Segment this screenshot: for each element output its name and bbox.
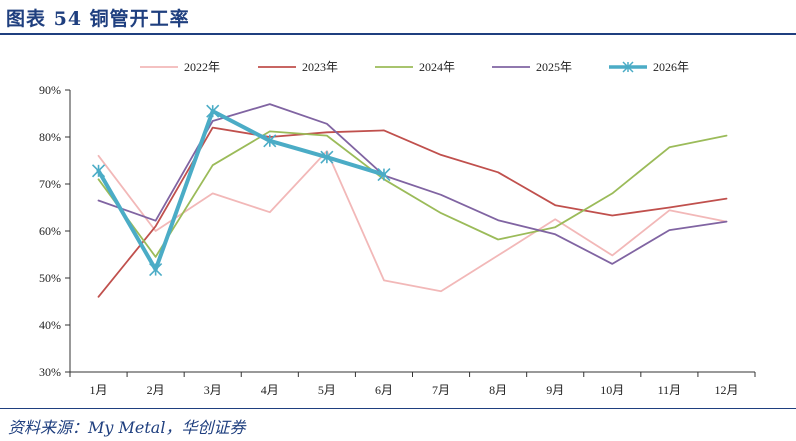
- series-line: [97, 126, 728, 298]
- x-tick-label: 9月: [546, 383, 564, 397]
- legend-item: 2025年: [492, 60, 572, 74]
- series-line: [97, 150, 728, 293]
- series-2026年: [91, 104, 391, 277]
- legend: 2022年 2023年 2024年 2025年 2026年: [140, 60, 689, 74]
- data-point-marker: [263, 134, 277, 148]
- x-tick-label: 6月: [375, 383, 393, 397]
- footer-rule: [0, 408, 796, 409]
- x-tick-label: 3月: [204, 383, 222, 397]
- x-tick-label: 11月: [658, 383, 682, 397]
- x-tick-label: 10月: [600, 383, 624, 397]
- series-group: [91, 103, 728, 298]
- y-tick-label: 80%: [39, 130, 61, 144]
- y-tick-label: 40%: [39, 318, 61, 332]
- series-2023年: [97, 126, 728, 298]
- source-note: 资料来源：My Metal，华创证券: [8, 418, 246, 437]
- series-2022年: [97, 150, 728, 293]
- series-line: [97, 130, 728, 258]
- y-tick-label: 70%: [39, 177, 61, 191]
- chart: 2022年 2023年 2024年 2025年 2026年 30% 40% 50% 60% 70…: [39, 60, 756, 397]
- data-point-marker: [149, 262, 163, 277]
- legend-label: 2024年: [419, 60, 455, 74]
- x-tick-label: 4月: [261, 383, 279, 397]
- series-line: [96, 109, 386, 272]
- y-tick-label: 90%: [39, 83, 61, 97]
- x-tick-label: 5月: [318, 383, 336, 397]
- legend-label: 2023年: [302, 60, 338, 74]
- axes: 30% 40% 50% 60% 70% 80% 90% 1月 2月 3月 4月 5月 6月 7月 8月 9月 1…: [39, 83, 756, 397]
- legend-item: 2022年: [140, 60, 220, 74]
- data-point-marker: [206, 104, 220, 118]
- legend-item: 2026年: [609, 60, 689, 74]
- x-tick-label: 7月: [432, 383, 450, 397]
- series-2024年: [97, 130, 728, 258]
- y-tick-label: 60%: [39, 224, 61, 238]
- data-point-marker: [320, 150, 334, 164]
- figure-title: 图表 54 铜管开工率: [6, 8, 190, 30]
- x-tick-label: 12月: [714, 383, 738, 397]
- y-tick-label: 50%: [39, 271, 61, 285]
- data-point-marker: [91, 164, 106, 178]
- data-point-marker: [377, 168, 391, 182]
- legend-item: 2023年: [258, 60, 338, 74]
- y-tick-label: 30%: [39, 365, 61, 379]
- header-rule: [0, 33, 796, 35]
- x-tick-label: 1月: [90, 383, 108, 397]
- legend-label: 2022年: [184, 60, 220, 74]
- legend-item: 2024年: [375, 60, 455, 74]
- x-tick-label: 8月: [489, 383, 507, 397]
- legend-label: 2026年: [653, 60, 689, 74]
- legend-label: 2025年: [536, 60, 572, 74]
- figure-header: 图表 54 铜管开工率: [0, 0, 796, 35]
- x-tick-label: 2月: [147, 383, 165, 397]
